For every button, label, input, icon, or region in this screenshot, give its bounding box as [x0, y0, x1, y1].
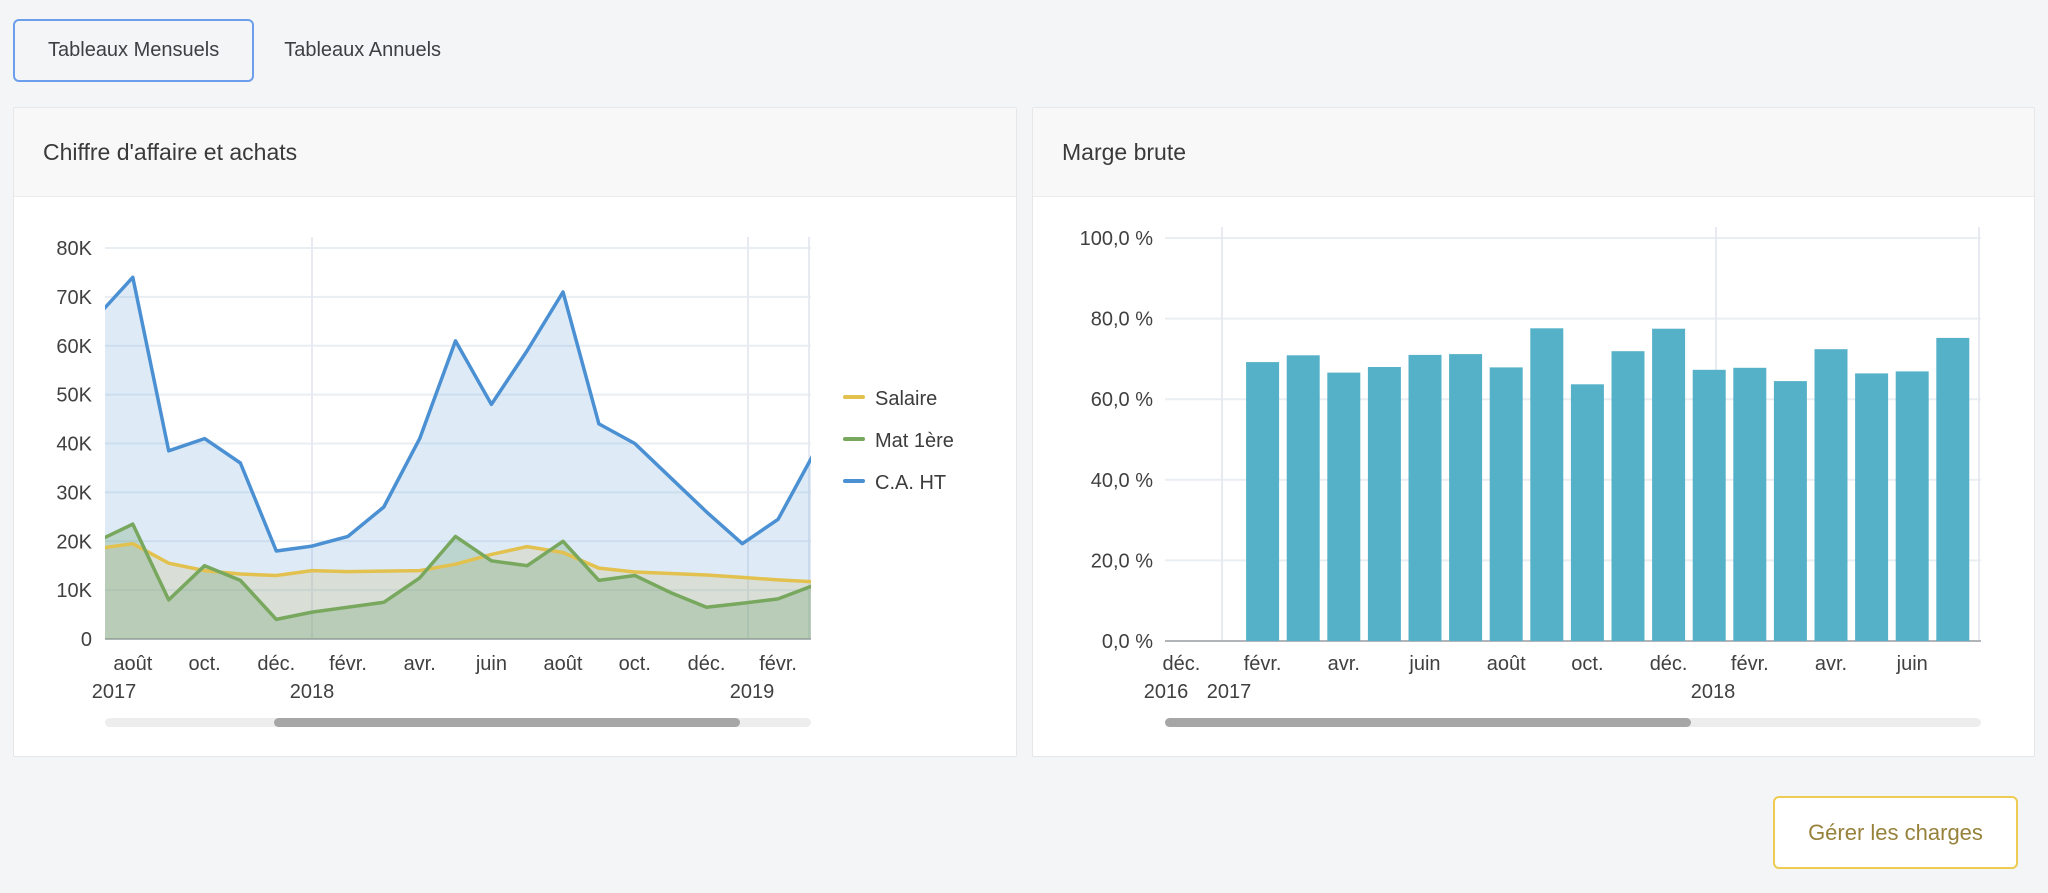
area-1	[105, 524, 811, 639]
y-tick-label: 80,0 %	[1091, 309, 1153, 331]
legend-label: C.A. HT	[875, 472, 946, 494]
year-label: 2018	[1691, 681, 1736, 703]
year-label: 2016	[1144, 681, 1189, 703]
bar-avr. 2017[interactable]	[1327, 372, 1361, 641]
chart-marge-brute-canvas[interactable]: 0,0 % 20,0 % 40,0 % 60,0 % 80,0 % 100,0 % déc.…	[1033, 197, 2034, 756]
card-marge-brute: Marge brute 0,0 % 20,0 % 40,0 % 60,0 % 80,0 …	[1032, 107, 2035, 757]
card-chiffre-affaire: Chiffre d'affaire et achats 0 10K 20K 30K 40…	[13, 107, 1017, 757]
card-header-left: Chiffre d'affaire et achats	[14, 108, 1016, 197]
x-tick-label: août	[1487, 653, 1526, 675]
year-label: 2017	[92, 681, 137, 703]
bar-juin 2018[interactable]	[1895, 371, 1929, 641]
x-tick-label: avr.	[404, 653, 436, 675]
x-tick-label: juin	[1408, 653, 1440, 675]
x-tick-label: avr.	[1328, 653, 1360, 675]
manage-charges-button[interactable]: Gérer les charges	[1773, 796, 2018, 869]
bar-juin 2017[interactable]	[1408, 354, 1442, 641]
bar-mai 2018[interactable]	[1855, 373, 1889, 641]
bar-août 2017[interactable]	[1489, 367, 1523, 641]
y-tick-label: 20K	[56, 531, 92, 553]
tab-tableaux-annuels[interactable]: Tableaux Annuels	[284, 39, 442, 61]
bar-juil. 2017[interactable]	[1449, 354, 1483, 641]
x-tick-label: févr.	[1731, 653, 1769, 675]
y-tick-label: 60K	[56, 336, 92, 358]
y-tick-label: 20,0 %	[1091, 550, 1153, 572]
bar-déc. 2017[interactable]	[1652, 328, 1686, 641]
legend-item-Salaire[interactable]: Salaire	[843, 388, 937, 410]
x-tick-label: avr.	[1815, 653, 1847, 675]
y-tick-label: 0	[81, 629, 92, 651]
y-tick-label: 40K	[56, 434, 92, 456]
bar-févr. 2017[interactable]	[1246, 362, 1280, 641]
bar-sept. 2017[interactable]	[1530, 328, 1564, 641]
x-tick-label: août	[544, 653, 583, 675]
bar-mars 2018[interactable]	[1773, 381, 1807, 641]
bar-oct. 2017[interactable]	[1570, 384, 1604, 641]
chart-scrollbar-thumb[interactable]	[1165, 718, 1691, 727]
x-tick-label: févr.	[329, 653, 367, 675]
series-line-1[interactable]	[97, 522, 814, 622]
legend-item-C.A. HT[interactable]: C.A. HT	[843, 472, 946, 494]
card-header-right: Marge brute	[1033, 108, 2034, 197]
bar-mai 2017[interactable]	[1367, 367, 1401, 641]
x-tick-label: déc.	[688, 653, 726, 675]
year-label: 2018	[290, 681, 335, 703]
chart-title-ca: Chiffre d'affaire et achats	[43, 138, 298, 165]
y-tick-label: 50K	[56, 385, 92, 407]
legend-item-Mat 1ère[interactable]: Mat 1ère	[843, 430, 954, 452]
x-tick-label: déc.	[257, 653, 295, 675]
x-tick-label: déc.	[1162, 653, 1200, 675]
tab-tableaux-mensuels[interactable]: Tableaux Mensuels	[13, 19, 255, 82]
year-label: 2019	[730, 681, 775, 703]
x-tick-label: juin	[1896, 653, 1928, 675]
bar-janv. 2018[interactable]	[1692, 369, 1726, 641]
x-tick-label: déc.	[1650, 653, 1688, 675]
legend-swatch	[843, 395, 865, 399]
series-line-2[interactable]	[97, 275, 814, 553]
y-tick-label: 10K	[56, 580, 92, 602]
x-tick-label: févr.	[759, 653, 797, 675]
bar-nov. 2017[interactable]	[1611, 351, 1645, 641]
bar-avr. 2018[interactable]	[1814, 349, 1848, 641]
x-tick-label: oct.	[188, 653, 220, 675]
y-tick-label: 70K	[56, 287, 92, 309]
legend-label: Mat 1ère	[875, 430, 954, 452]
y-tick-label: 100,0 %	[1080, 228, 1154, 250]
year-label: 2017	[1207, 681, 1252, 703]
legend-swatch	[843, 437, 865, 441]
chart-title-marge: Marge brute	[1062, 138, 1187, 165]
bar-mars 2017[interactable]	[1286, 355, 1320, 641]
bar-juil. 2018[interactable]	[1936, 337, 1970, 641]
x-tick-label: févr.	[1244, 653, 1282, 675]
y-tick-label: 30K	[56, 482, 92, 504]
chart-scrollbar-thumb[interactable]	[274, 718, 740, 727]
legend-swatch	[843, 479, 865, 483]
tab-bar: Tableaux Mensuels Tableaux Annuels	[13, 19, 451, 82]
x-tick-label: août	[113, 653, 152, 675]
x-tick-label: oct.	[619, 653, 651, 675]
y-tick-label: 0,0 %	[1102, 631, 1153, 653]
x-tick-label: oct.	[1571, 653, 1603, 675]
y-tick-label: 80K	[56, 238, 92, 260]
bar-févr. 2018[interactable]	[1733, 367, 1767, 641]
x-tick-label: juin	[475, 653, 507, 675]
y-tick-label: 40,0 %	[1091, 470, 1153, 492]
chart-ca-achats-canvas[interactable]: 0 10K 20K 30K 40K 50K 60K 70K 80K août oct. déc. fév…	[14, 197, 1016, 756]
y-tick-label: 60,0 %	[1091, 389, 1153, 411]
area-0	[105, 543, 811, 639]
area-2	[105, 277, 811, 639]
legend-label: Salaire	[875, 388, 937, 410]
